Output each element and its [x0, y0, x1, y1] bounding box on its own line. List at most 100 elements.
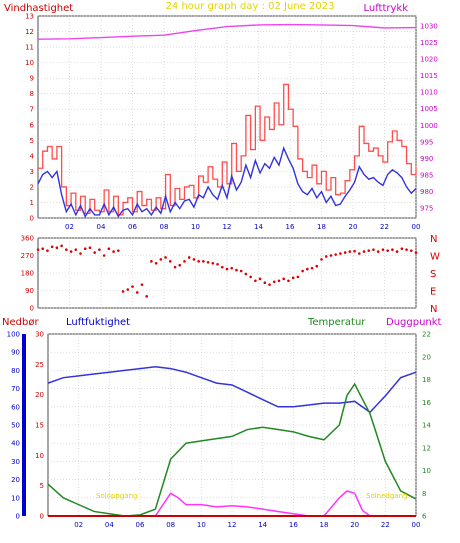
chart-date-title: 24 hour graph day : 02 June 2023 [166, 1, 335, 12]
direction-point [220, 265, 224, 269]
x-tick-label: 10 [197, 521, 206, 529]
direction-point [121, 290, 125, 293]
wind-tick-label: 12 [25, 28, 34, 36]
pressure-line [37, 23, 417, 40]
x-tick-label: 16 [286, 223, 295, 231]
x-tick-label: 04 [105, 521, 114, 529]
direction-point [46, 249, 49, 252]
x-tick-label: 22 [380, 223, 389, 231]
direction-tick-label: 90 [25, 287, 34, 295]
temperature-tick-label: 10 [422, 467, 431, 475]
direction-point [65, 248, 68, 251]
direction-point [60, 244, 63, 248]
direction-point [258, 277, 262, 281]
direction-point [358, 252, 361, 255]
pressure-tick-label: 1010 [420, 89, 438, 97]
precipitation-axis: 0 5 10 15 20 25 30 [35, 331, 44, 521]
direction-point [131, 285, 134, 288]
direction-point [55, 246, 59, 250]
direction-point [36, 248, 40, 251]
direction-point [206, 261, 210, 264]
pressure-tick-label: 1025 [420, 39, 438, 47]
direction-point [88, 246, 92, 250]
direction-point [386, 249, 389, 252]
direction-point [183, 260, 186, 263]
direction-point [74, 248, 78, 251]
direction-point [50, 245, 54, 249]
temperature-tick-label: 22 [422, 331, 431, 339]
direction-point [178, 263, 182, 267]
direction-point [324, 255, 328, 258]
direction-point [381, 248, 385, 251]
compass-label: N [430, 304, 437, 315]
compass-label: W [430, 252, 440, 263]
direction-point [173, 265, 177, 269]
climate-series [47, 366, 417, 517]
humidity-tick-label: 100 [7, 331, 20, 339]
temperature-tick-label: 8 [422, 490, 426, 498]
direction-point [301, 269, 304, 273]
direction-point [372, 248, 375, 251]
direction-point [315, 264, 319, 268]
direction-point [135, 291, 139, 294]
wind-tick-label: 9 [30, 75, 34, 83]
wind-tick-label: 6 [30, 121, 35, 129]
wind-tick-label: 2 [30, 183, 34, 191]
direction-point [395, 250, 399, 253]
x-tick-label: 06 [136, 521, 145, 529]
direction-point [235, 268, 238, 272]
direction-point [249, 275, 252, 279]
x-tick-label: 18 [320, 521, 329, 529]
x-tick-label: 12 [228, 521, 237, 529]
direction-point [69, 250, 73, 253]
direction-point [102, 254, 106, 257]
climate-time-axis: 02 04 06 08 10 12 14 16 18 20 22 00 [74, 521, 420, 529]
direction-tick-label: 270 [21, 252, 34, 260]
direction-point [211, 261, 215, 265]
compass-label: S [430, 269, 436, 280]
humidity-tick-label: 0 [16, 513, 20, 521]
humidity-title: Luftfuktighet [66, 317, 130, 328]
direction-point [414, 251, 418, 254]
direction-grid [38, 237, 417, 309]
precipitation-tick-label: 5 [40, 482, 44, 490]
humidity-tick-label: 50 [11, 422, 20, 430]
pressure-tick-label: 975 [420, 205, 433, 213]
pressure-tick-label: 1005 [420, 105, 438, 113]
direction-point [291, 276, 295, 280]
wind-tick-label: 8 [30, 90, 34, 98]
wind-tick-label: 10 [25, 59, 34, 67]
sunset-label: Solnedgang [366, 492, 407, 500]
humidity-tick-label: 80 [11, 367, 20, 375]
x-tick-label: 04 [97, 223, 106, 231]
direction-point [192, 258, 196, 261]
direction-point [239, 269, 243, 273]
precipitation-title: Nedbør [2, 317, 39, 328]
direction-point [268, 283, 271, 286]
x-tick-label: 08 [166, 521, 175, 529]
direction-point [117, 249, 120, 252]
humidity-axis: 0 10 20 30 40 50 60 70 80 90 100 [7, 331, 26, 521]
compass-label: E [430, 287, 436, 298]
direction-point [79, 252, 82, 255]
direction-point [282, 277, 286, 281]
humidity-tick-label: 60 [11, 403, 20, 411]
direction-points [36, 244, 418, 298]
pressure-tick-label: 980 [420, 188, 433, 196]
direction-point [244, 272, 248, 276]
humidity-tick-label: 30 [11, 458, 20, 466]
direction-tick-label: 180 [21, 270, 34, 278]
temperature-line [47, 382, 417, 517]
humidity-tick-label: 70 [11, 385, 20, 393]
temperature-tick-label: 12 [422, 444, 431, 452]
x-tick-label: 00 [412, 521, 421, 529]
wind-gust-line [38, 83, 417, 216]
direction-point [287, 279, 290, 283]
direction-axis: 0 90 180 270 360 [21, 235, 34, 313]
direction-point [126, 288, 130, 291]
humidity-tick-label: 40 [11, 440, 20, 448]
direction-point [334, 253, 337, 256]
x-tick-label: 20 [350, 521, 359, 529]
direction-point [150, 260, 153, 263]
pressure-tick-label: 995 [420, 138, 433, 146]
